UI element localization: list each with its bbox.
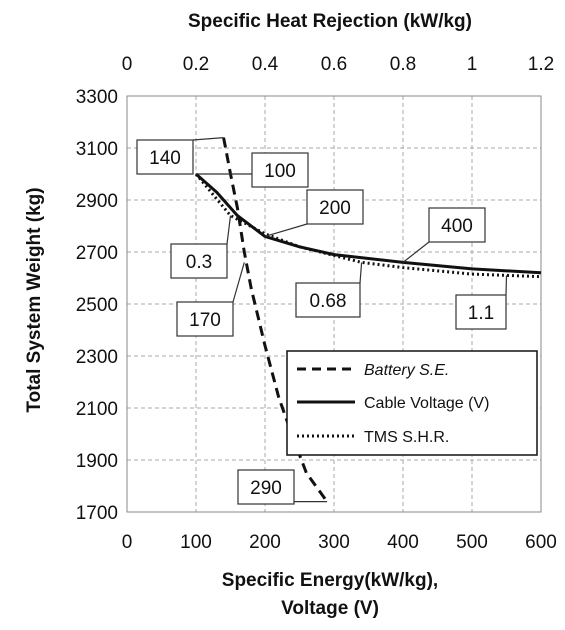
x-bottom-tick-label: 600	[525, 532, 557, 553]
callout-label: 0.68	[310, 291, 347, 312]
callout-label: 100	[264, 161, 296, 182]
legend-label-tms: TMS S.H.R.	[364, 429, 449, 446]
callout-label: 1.1	[468, 303, 494, 324]
y-tick-label: 2700	[76, 243, 118, 264]
legend-label-cable: Cable Voltage (V)	[364, 395, 489, 412]
y-axis-title: Total System Weight (kg)	[24, 187, 45, 412]
y-tick-label: 1900	[76, 451, 118, 472]
x-bottom-tick-label: 0	[122, 532, 133, 553]
bottom-axis-title-line2: Voltage (V)	[281, 598, 379, 619]
callout-leader	[402, 241, 430, 263]
callout-label: 400	[441, 216, 473, 237]
callout-leader	[232, 262, 245, 303]
callout-label: 200	[319, 198, 351, 219]
plot-area	[126, 95, 542, 513]
y-tick-label: 3300	[76, 87, 118, 108]
bottom-axis-title-line1: Specific Energy(kW/kg),	[222, 570, 438, 591]
y-tick-label: 2500	[76, 295, 118, 316]
x-bottom-tick-label: 200	[249, 532, 281, 553]
callouts: 140 100 200 400 0.3 170 0.68 1.1 290	[136, 137, 508, 505]
x-top-tick-label: 1	[467, 54, 478, 75]
y-tick-label: 1700	[76, 503, 118, 524]
top-axis-title: Specific Heat Rejection (kW/kg)	[188, 11, 472, 32]
y-tick-label: 2900	[76, 191, 118, 212]
callout-box	[237, 469, 295, 505]
callout-label: 0.3	[186, 252, 212, 273]
x-top-tick-label: 0.8	[390, 54, 416, 75]
x-top-tick-label: 1.2	[528, 54, 554, 75]
callout-leader	[192, 137, 224, 141]
callout-box	[306, 189, 364, 225]
y-tick-label: 2100	[76, 399, 118, 420]
x-top-tick-label: 0.2	[183, 54, 209, 75]
series-line-solid	[195, 172, 542, 275]
y-tick-label: 3100	[76, 139, 118, 160]
callout-leader	[226, 215, 232, 245]
y-tick-label: 2300	[76, 347, 118, 368]
legend-label-battery: Battery S.E.	[364, 362, 449, 379]
callout-box	[428, 207, 486, 243]
callout-box	[455, 294, 507, 330]
x-bottom-tick-label: 300	[318, 532, 350, 553]
x-bottom-tick-label: 500	[456, 532, 488, 553]
x-top-tick-label: 0.6	[321, 54, 347, 75]
callout-label: 140	[149, 148, 181, 169]
callout-box	[251, 152, 309, 188]
callout-leader	[264, 223, 308, 237]
callout-leader	[359, 262, 363, 284]
callout-box	[176, 301, 234, 337]
callout-label: 170	[189, 310, 221, 331]
legend: Battery S.E. Cable Voltage (V) TMS S.H.R…	[286, 350, 538, 456]
callout-leader	[505, 275, 508, 296]
callout-label: 290	[250, 478, 282, 499]
x-bottom-tick-label: 100	[180, 532, 212, 553]
callout-box	[136, 139, 194, 175]
x-top-tick-label: 0.4	[252, 54, 279, 75]
x-bottom-tick-label: 400	[387, 532, 419, 553]
callout-box	[170, 243, 228, 279]
series-line-dotted	[194, 173, 542, 279]
x-top-tick-label: 0	[122, 54, 133, 75]
callout-box	[295, 282, 361, 318]
